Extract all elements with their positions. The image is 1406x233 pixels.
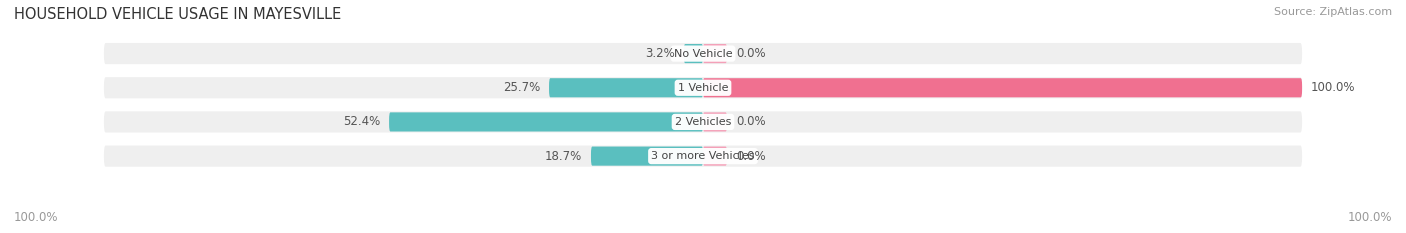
Text: 25.7%: 25.7% [503, 81, 540, 94]
Text: 0.0%: 0.0% [735, 115, 766, 128]
Text: HOUSEHOLD VEHICLE USAGE IN MAYESVILLE: HOUSEHOLD VEHICLE USAGE IN MAYESVILLE [14, 7, 342, 22]
Text: 0.0%: 0.0% [735, 47, 766, 60]
FancyBboxPatch shape [104, 77, 1302, 98]
Text: 3.2%: 3.2% [645, 47, 675, 60]
FancyBboxPatch shape [683, 44, 703, 63]
FancyBboxPatch shape [703, 78, 1302, 97]
FancyBboxPatch shape [104, 111, 1302, 133]
Text: 100.0%: 100.0% [14, 211, 59, 224]
Text: No Vehicle: No Vehicle [673, 49, 733, 58]
FancyBboxPatch shape [703, 112, 727, 131]
FancyBboxPatch shape [104, 146, 1302, 167]
Text: 0.0%: 0.0% [735, 150, 766, 163]
FancyBboxPatch shape [548, 78, 703, 97]
FancyBboxPatch shape [703, 147, 727, 166]
Text: 100.0%: 100.0% [1310, 81, 1355, 94]
FancyBboxPatch shape [104, 43, 1302, 64]
Text: 18.7%: 18.7% [544, 150, 582, 163]
Text: 2 Vehicles: 2 Vehicles [675, 117, 731, 127]
FancyBboxPatch shape [389, 112, 703, 131]
Text: Source: ZipAtlas.com: Source: ZipAtlas.com [1274, 7, 1392, 17]
Text: 3 or more Vehicles: 3 or more Vehicles [651, 151, 755, 161]
FancyBboxPatch shape [591, 147, 703, 166]
Text: 1 Vehicle: 1 Vehicle [678, 83, 728, 93]
FancyBboxPatch shape [703, 44, 727, 63]
Text: 100.0%: 100.0% [1347, 211, 1392, 224]
Text: 52.4%: 52.4% [343, 115, 380, 128]
